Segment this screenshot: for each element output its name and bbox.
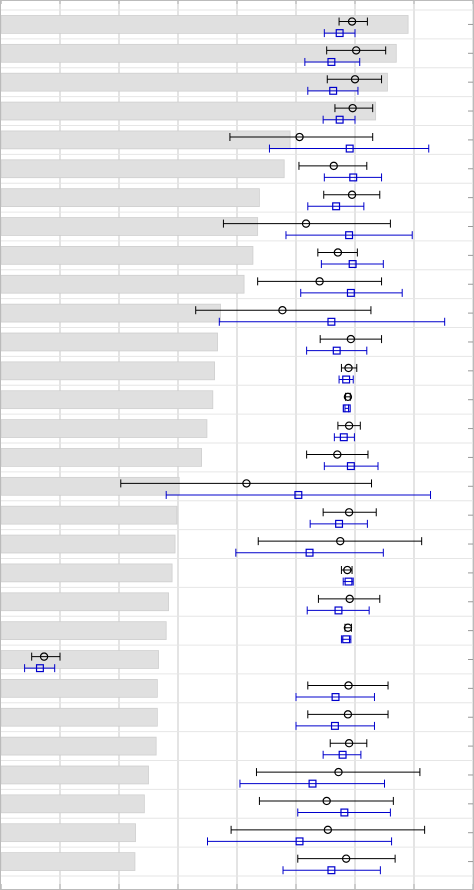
point-square	[327, 317, 336, 326]
point-square	[332, 346, 341, 355]
point-circle	[344, 739, 354, 748]
point-square	[349, 173, 358, 182]
point-circle	[322, 796, 331, 806]
point-circle	[315, 277, 324, 286]
point-circle	[351, 46, 361, 55]
bar	[0, 505, 178, 525]
bar	[0, 448, 203, 467]
point-circle	[346, 334, 356, 344]
bar	[0, 159, 285, 179]
bar	[0, 621, 167, 640]
point-square	[308, 779, 317, 788]
point-square	[346, 462, 355, 471]
point-circle	[343, 392, 353, 402]
bar	[0, 794, 145, 814]
bar	[0, 217, 259, 236]
point-square	[335, 29, 344, 38]
point-circle	[39, 652, 49, 661]
bar	[0, 679, 158, 698]
point-square	[340, 808, 349, 817]
point-square	[345, 231, 354, 240]
point-square	[295, 837, 304, 846]
point-square	[342, 375, 351, 384]
point-circle	[334, 767, 343, 777]
point-circle	[344, 681, 353, 690]
bar	[0, 765, 149, 785]
point-circle	[347, 190, 357, 199]
point-square	[334, 606, 343, 615]
point-circle	[301, 219, 311, 228]
point-square	[342, 635, 351, 644]
point-circle	[343, 565, 352, 575]
point-square	[329, 86, 338, 95]
point-circle	[323, 825, 333, 835]
point-square	[327, 57, 336, 66]
point-square	[335, 519, 344, 528]
point-circle	[333, 248, 343, 257]
bar	[0, 274, 245, 294]
bar	[0, 592, 169, 612]
point-square	[335, 115, 344, 124]
point-circle	[343, 623, 353, 632]
point-circle	[295, 132, 304, 142]
bar	[0, 707, 158, 727]
point-square	[294, 490, 303, 499]
bar	[0, 332, 218, 352]
bar	[0, 361, 215, 381]
point-circle	[343, 710, 353, 719]
point-square	[344, 577, 353, 586]
point-circle	[344, 363, 353, 373]
bar	[0, 130, 291, 150]
point-circle	[348, 103, 357, 113]
bar	[0, 534, 176, 554]
point-square	[338, 750, 347, 759]
point-square	[346, 288, 355, 297]
bar	[0, 246, 254, 265]
point-circle	[344, 508, 354, 517]
point-circle	[336, 536, 345, 546]
bar	[0, 823, 136, 843]
bar	[0, 303, 221, 323]
bar	[0, 563, 173, 583]
bar	[0, 188, 260, 207]
bar	[0, 852, 136, 871]
point-circle	[345, 594, 354, 604]
point-circle	[341, 854, 351, 863]
point-circle	[242, 479, 251, 488]
point-circle	[347, 17, 357, 26]
point-circle	[350, 75, 360, 84]
bar	[0, 390, 214, 410]
bar	[0, 419, 208, 438]
bar	[0, 101, 377, 121]
point-square	[348, 260, 357, 269]
point-circle	[278, 306, 287, 315]
point-circle	[333, 450, 342, 459]
point-circle	[344, 421, 354, 430]
bar	[0, 43, 397, 63]
point-square	[331, 693, 340, 702]
point-circle	[329, 161, 338, 171]
point-square	[345, 144, 354, 153]
point-square	[339, 433, 348, 442]
point-square	[35, 664, 44, 673]
bar	[0, 15, 409, 34]
point-square	[342, 404, 351, 413]
bar	[0, 736, 157, 756]
point-square	[305, 548, 314, 557]
point-square	[327, 866, 336, 875]
point-square	[330, 721, 339, 730]
point-square	[332, 202, 341, 211]
bar	[0, 476, 180, 496]
